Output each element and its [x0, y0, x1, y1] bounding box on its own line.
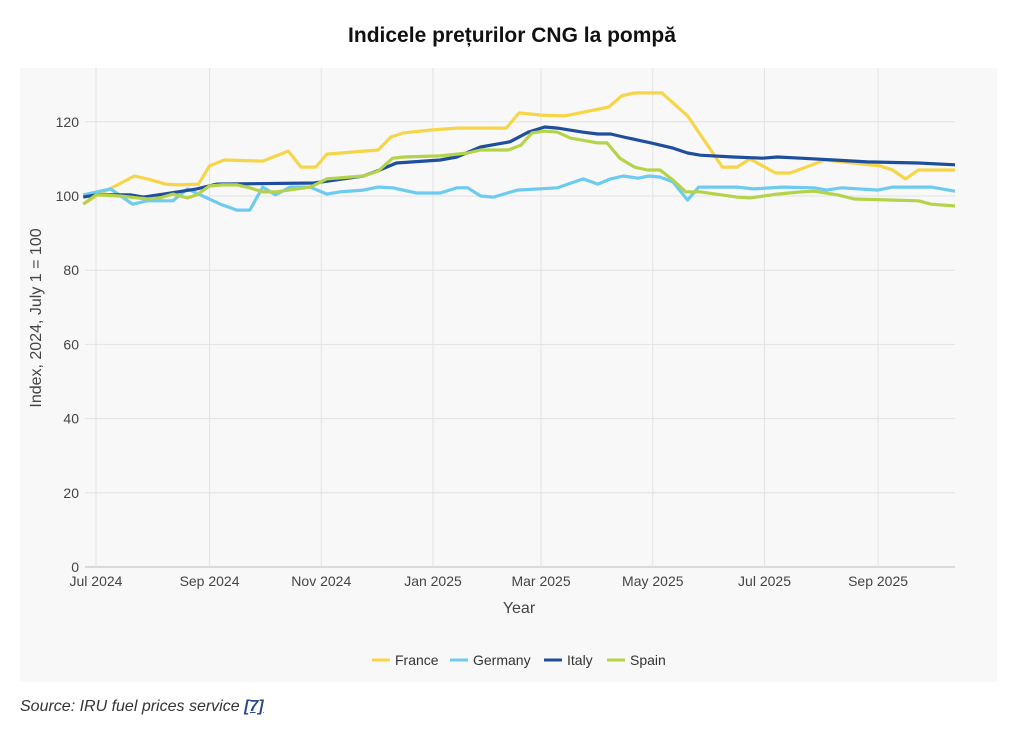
chart-title: Indicele prețurilor CNG la pompă — [348, 24, 676, 47]
y-tick-label: 120 — [56, 114, 80, 130]
series-line-france — [84, 91, 955, 205]
source-reference-link[interactable]: [7] — [244, 698, 264, 715]
y-tick-label: 40 — [63, 411, 79, 427]
y-tick-label: 100 — [56, 188, 80, 204]
source-note: Source: IRU fuel prices service [7] — [20, 698, 264, 716]
series-line-spain — [82, 129, 956, 208]
chart-panel — [20, 68, 997, 682]
legend-label: Germany — [473, 652, 531, 668]
series-line-germany — [82, 174, 956, 212]
x-tick-label: Sep 2024 — [180, 573, 240, 589]
x-tick-label: Nov 2024 — [291, 573, 351, 589]
y-tick-label: 60 — [63, 336, 79, 352]
x-tick-label: Jul 2025 — [738, 573, 791, 589]
legend-label: France — [395, 652, 439, 668]
legend-label: Italy — [567, 652, 593, 668]
x-tick-label: Jan 2025 — [404, 573, 462, 589]
source-text: Source: IRU fuel prices service — [20, 698, 245, 715]
x-tick-label: Sep 2025 — [848, 573, 908, 589]
x-tick-label: Jul 2024 — [70, 573, 123, 589]
x-tick-label: May 2025 — [622, 573, 684, 589]
legend-label: Spain — [630, 652, 666, 668]
y-axis-label: Index, 2024, July 1 = 100 — [28, 228, 45, 407]
y-tick-label: 0 — [71, 559, 79, 575]
y-tick-label: 20 — [63, 485, 79, 501]
y-tick-label: 80 — [63, 262, 79, 278]
x-tick-label: Mar 2025 — [511, 573, 570, 589]
x-axis-label: Year — [503, 600, 536, 617]
